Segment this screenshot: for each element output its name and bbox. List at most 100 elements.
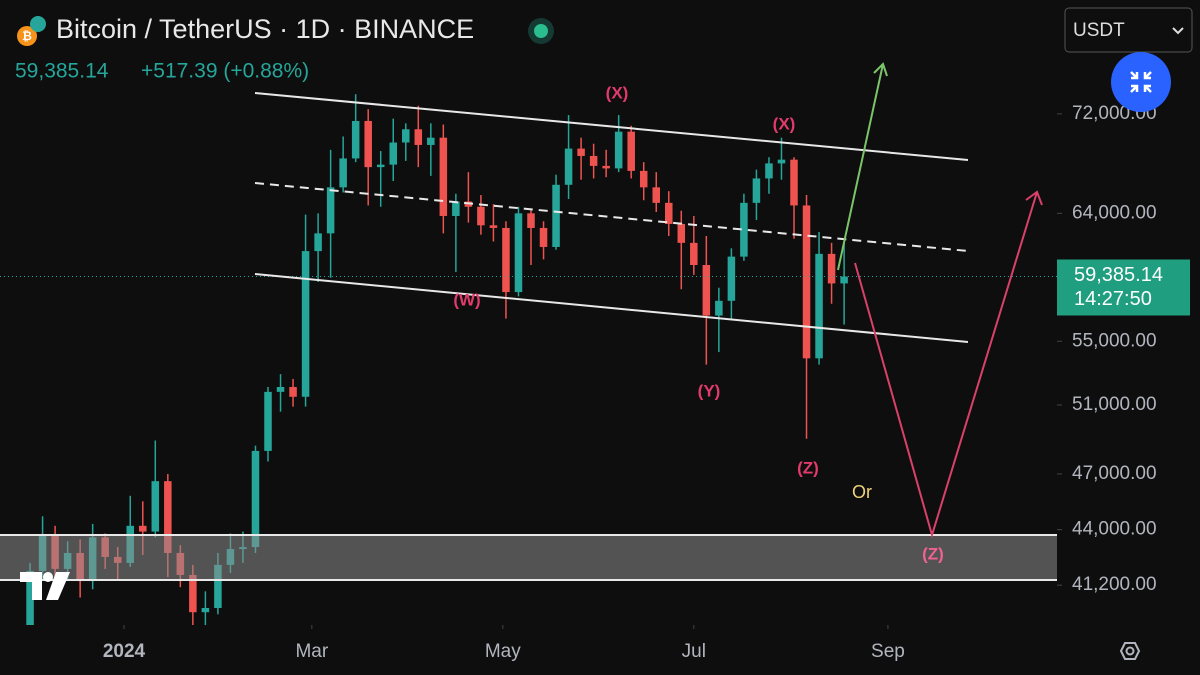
candle-body xyxy=(802,205,811,359)
price-change: +517.39 (+0.88%) xyxy=(141,60,309,83)
fullscreen-button[interactable] xyxy=(1111,52,1171,112)
candle-body xyxy=(702,265,711,316)
candle-body xyxy=(326,187,335,234)
candle-body xyxy=(452,201,460,216)
candle-body xyxy=(665,202,673,224)
candle-body xyxy=(264,391,272,451)
price-tag-label: 59,385.14 xyxy=(1074,264,1163,286)
tv-logo-dot xyxy=(43,572,53,582)
currency-select[interactable] xyxy=(1064,7,1193,53)
y-tick-label: 51,000.00 xyxy=(1072,394,1157,415)
candle-body xyxy=(715,300,723,316)
time-axis xyxy=(0,625,1200,675)
candle-body xyxy=(552,184,560,247)
x-tick-label: May xyxy=(485,641,521,662)
candle-body xyxy=(577,148,585,156)
candle-body xyxy=(677,223,686,243)
candle-body xyxy=(351,120,360,159)
settings-icon xyxy=(1125,646,1135,656)
candle-body xyxy=(151,481,160,532)
candle-body xyxy=(389,142,398,165)
channel-lower xyxy=(254,273,969,343)
candle-body xyxy=(276,386,285,392)
y-tick-label: 44,000.00 xyxy=(1072,519,1157,540)
candle-body xyxy=(477,206,485,226)
wave-label: (X) xyxy=(606,83,629,102)
wave-label: (Y) xyxy=(698,381,721,400)
candle-body xyxy=(614,131,623,169)
candle-body xyxy=(402,129,410,143)
candle-body xyxy=(840,276,848,284)
axes: 72,000.0064,000.0055,000.0051,000.0047,0… xyxy=(103,103,1190,662)
candle-body xyxy=(201,607,210,613)
settings-button[interactable] xyxy=(1119,642,1141,660)
wave-label: (Z) xyxy=(922,544,944,563)
status-dot xyxy=(534,24,548,38)
currency-label: USDT xyxy=(1073,20,1125,41)
candle-body xyxy=(364,120,372,168)
candle-body xyxy=(539,227,548,247)
x-tick-label: 2024 xyxy=(103,641,146,662)
candle-body xyxy=(564,148,573,185)
candle-body xyxy=(489,225,498,228)
candle-body xyxy=(251,450,260,548)
candle-body xyxy=(827,253,836,284)
candle-body xyxy=(589,155,598,166)
channel-upper xyxy=(254,92,969,161)
candle-body xyxy=(376,164,385,168)
candle-body xyxy=(740,202,748,257)
tv-logo xyxy=(20,572,70,600)
chevron xyxy=(1172,27,1184,35)
candle-body xyxy=(164,481,172,553)
bear-path xyxy=(854,191,1038,539)
candle-body xyxy=(139,525,147,532)
symbol-title: Bitcoin / TetherUS · 1D · BINANCE xyxy=(56,14,474,44)
candle-body xyxy=(639,170,648,188)
support-zone xyxy=(0,535,1057,580)
or-label: Or xyxy=(852,482,872,502)
candle-body xyxy=(502,227,510,293)
y-tick-label: 64,000.00 xyxy=(1072,202,1157,223)
candle-body xyxy=(652,187,660,203)
candle-body xyxy=(790,159,798,206)
x-tick-label: Sep xyxy=(871,641,905,662)
candle-body xyxy=(214,564,222,608)
y-tick-label: 55,000.00 xyxy=(1072,330,1157,351)
bull-arrow xyxy=(837,63,884,271)
candle-body xyxy=(314,233,322,252)
candle-body xyxy=(514,213,523,293)
candle-body xyxy=(414,129,423,145)
candle-body xyxy=(439,137,448,216)
candle-body xyxy=(339,158,347,188)
y-tick-label: 47,000.00 xyxy=(1072,463,1157,484)
wave-label: (Z) xyxy=(797,458,819,477)
wave-label: (X) xyxy=(773,114,796,133)
candle-body xyxy=(26,570,34,638)
bear-arrowhead xyxy=(1025,190,1043,206)
candle-body xyxy=(301,251,310,397)
candle-body xyxy=(427,137,435,145)
candle-body xyxy=(815,253,823,359)
y-tick-label: 41,200.00 xyxy=(1072,574,1157,595)
price-tag xyxy=(1057,259,1190,316)
bull-arrowhead xyxy=(873,62,888,77)
countdown: 14:27:50 xyxy=(1074,288,1152,310)
x-tick-label: Jul xyxy=(682,641,706,662)
candle-body xyxy=(752,178,761,203)
x-tick-label: Mar xyxy=(295,641,328,662)
candle-body xyxy=(765,163,773,179)
candle-body xyxy=(727,256,736,301)
price-axis xyxy=(1057,0,1200,675)
candle-body xyxy=(777,159,786,164)
candle-body xyxy=(527,213,535,228)
candle-body xyxy=(189,574,197,613)
candle-body xyxy=(627,131,635,171)
candle-body xyxy=(289,386,297,397)
usdt-icon xyxy=(30,16,46,32)
wave-label: (W) xyxy=(453,290,480,309)
last-price: 59,385.14 xyxy=(15,60,109,83)
candle-body xyxy=(690,242,698,266)
candle-body xyxy=(602,165,610,169)
btc-symbol: ₿ xyxy=(22,29,32,43)
